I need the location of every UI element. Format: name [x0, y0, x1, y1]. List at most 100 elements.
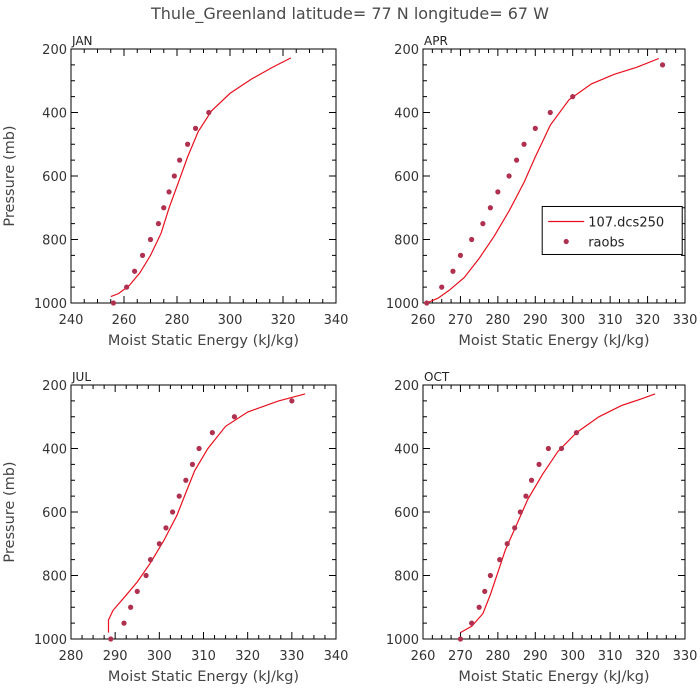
raobs-point [506, 173, 512, 179]
raobs-point [192, 125, 199, 131]
raobs-point [497, 557, 503, 563]
x-tick-label: 340 [324, 649, 349, 664]
y-tick-label: 1000 [386, 633, 419, 648]
legend-entry: raobs [588, 235, 625, 250]
raobs-point [147, 236, 154, 243]
y-tick-label: 800 [42, 234, 67, 249]
x-tick-label: 290 [103, 649, 128, 664]
raobs-point [121, 620, 127, 626]
x-axis-label: Moist Static Energy (kJ/kg) [108, 333, 299, 349]
y-tick-label: 400 [42, 443, 67, 458]
raobs-point [143, 572, 149, 579]
raobs-point [189, 461, 196, 467]
raobs-point [482, 588, 488, 594]
x-tick-label: 270 [448, 649, 473, 664]
raobs-point [176, 493, 182, 499]
x-tick-label: 320 [635, 313, 660, 328]
raobs-point [155, 221, 162, 227]
x-tick-label: 300 [560, 649, 585, 664]
y-tick-label: 800 [394, 570, 419, 585]
raobs-point [457, 252, 464, 258]
raobs-point [536, 461, 542, 467]
x-tick-label: 240 [59, 313, 84, 328]
x-tick-label: 300 [218, 313, 243, 328]
raobs-point [134, 588, 140, 594]
y-tick-label: 600 [42, 506, 67, 521]
raobs-point [545, 445, 551, 452]
legend-box [541, 205, 683, 255]
raobs-point [513, 157, 520, 163]
x-tick-label: 260 [411, 313, 436, 328]
chart-panel-jul: JUL 280 290 300 310 320 330 340 200 400 600 800 1000… [2, 370, 348, 685]
raobs-point [457, 636, 464, 642]
x-tick-label: 280 [59, 649, 84, 664]
y-tick-label: 600 [394, 506, 419, 521]
raobs-point [439, 284, 445, 290]
raobs-point [177, 157, 183, 163]
raobs-point [124, 284, 130, 290]
x-tick-label: 260 [411, 649, 436, 664]
raobs-point [476, 604, 482, 610]
x-tick-label: 290 [523, 649, 548, 664]
raobs-point [523, 493, 529, 499]
x-tick-label: 300 [560, 313, 585, 328]
raobs-point [659, 62, 666, 68]
raobs-point [132, 268, 138, 274]
raobs-point [166, 189, 172, 195]
panel-label: OCT [424, 370, 450, 384]
raobs-point [487, 572, 493, 579]
raobs-point [532, 125, 538, 131]
y-tick-label: 400 [42, 107, 67, 122]
y-axis-label: Pressure (mb) [2, 461, 18, 562]
raobs-point [161, 205, 167, 211]
raobs-point [504, 541, 510, 547]
plot-frame [422, 384, 686, 640]
y-tick-label: 400 [394, 443, 419, 458]
x-tick-label: 310 [598, 313, 623, 328]
x-tick-label: 270 [448, 313, 473, 328]
panels: JAN 240 260 280 300 320 340 200 400 600 800 1000 Moi… [2, 34, 697, 685]
y-axis-label: Pressure (mb) [2, 125, 18, 226]
raobs-point [128, 604, 134, 610]
raobs-point [169, 509, 176, 515]
raobs-point [450, 268, 456, 274]
plot-frame [70, 384, 337, 640]
y-tick-label: 1000 [386, 297, 419, 312]
raobs-point [573, 430, 580, 436]
chart-panel-oct: OCT 260 270 280 290 300 310 320 330 200 400 600 800 1… [386, 370, 698, 685]
y-tick-label: 1000 [34, 633, 67, 648]
x-tick-label: 310 [598, 649, 623, 664]
legend-entry: 107.dcs250 [588, 215, 664, 230]
x-tick-label: 330 [673, 649, 698, 664]
raobs-point [171, 173, 177, 179]
x-axis-label: Moist Static Energy (kJ/kg) [108, 669, 299, 685]
y-tick-label: 600 [42, 170, 67, 185]
raobs-point [206, 109, 212, 116]
y-tick-label: 800 [42, 570, 67, 585]
raobs-point [163, 525, 169, 531]
chart-panel-jan: JAN 240 260 280 300 320 340 200 400 600 800 1000 Moi… [2, 34, 348, 349]
raobs-point [469, 620, 475, 626]
raobs-point [196, 445, 202, 452]
x-tick-label: 340 [324, 313, 349, 328]
x-tick-label: 280 [485, 313, 510, 328]
raobs-point [183, 477, 189, 483]
x-tick-label: 280 [165, 313, 190, 328]
panel-label: JUL [71, 370, 91, 384]
x-tick-label: 320 [235, 649, 260, 664]
raobs-point [487, 205, 493, 211]
y-tick-label: 600 [394, 170, 419, 185]
raobs-point [495, 189, 501, 195]
x-tick-label: 320 [271, 313, 296, 328]
raobs-point [108, 636, 114, 642]
y-tick-label: 200 [394, 43, 419, 58]
figure-title: Thule_Greenland latitude= 77 N longitude… [150, 4, 549, 24]
x-tick-label: 310 [191, 649, 216, 664]
x-tick-label: 280 [485, 649, 510, 664]
legend-dot-swatch [563, 238, 569, 245]
x-tick-label: 260 [112, 313, 137, 328]
raobs-point [517, 509, 523, 515]
raobs-point [209, 430, 215, 436]
raobs-point [558, 445, 565, 452]
